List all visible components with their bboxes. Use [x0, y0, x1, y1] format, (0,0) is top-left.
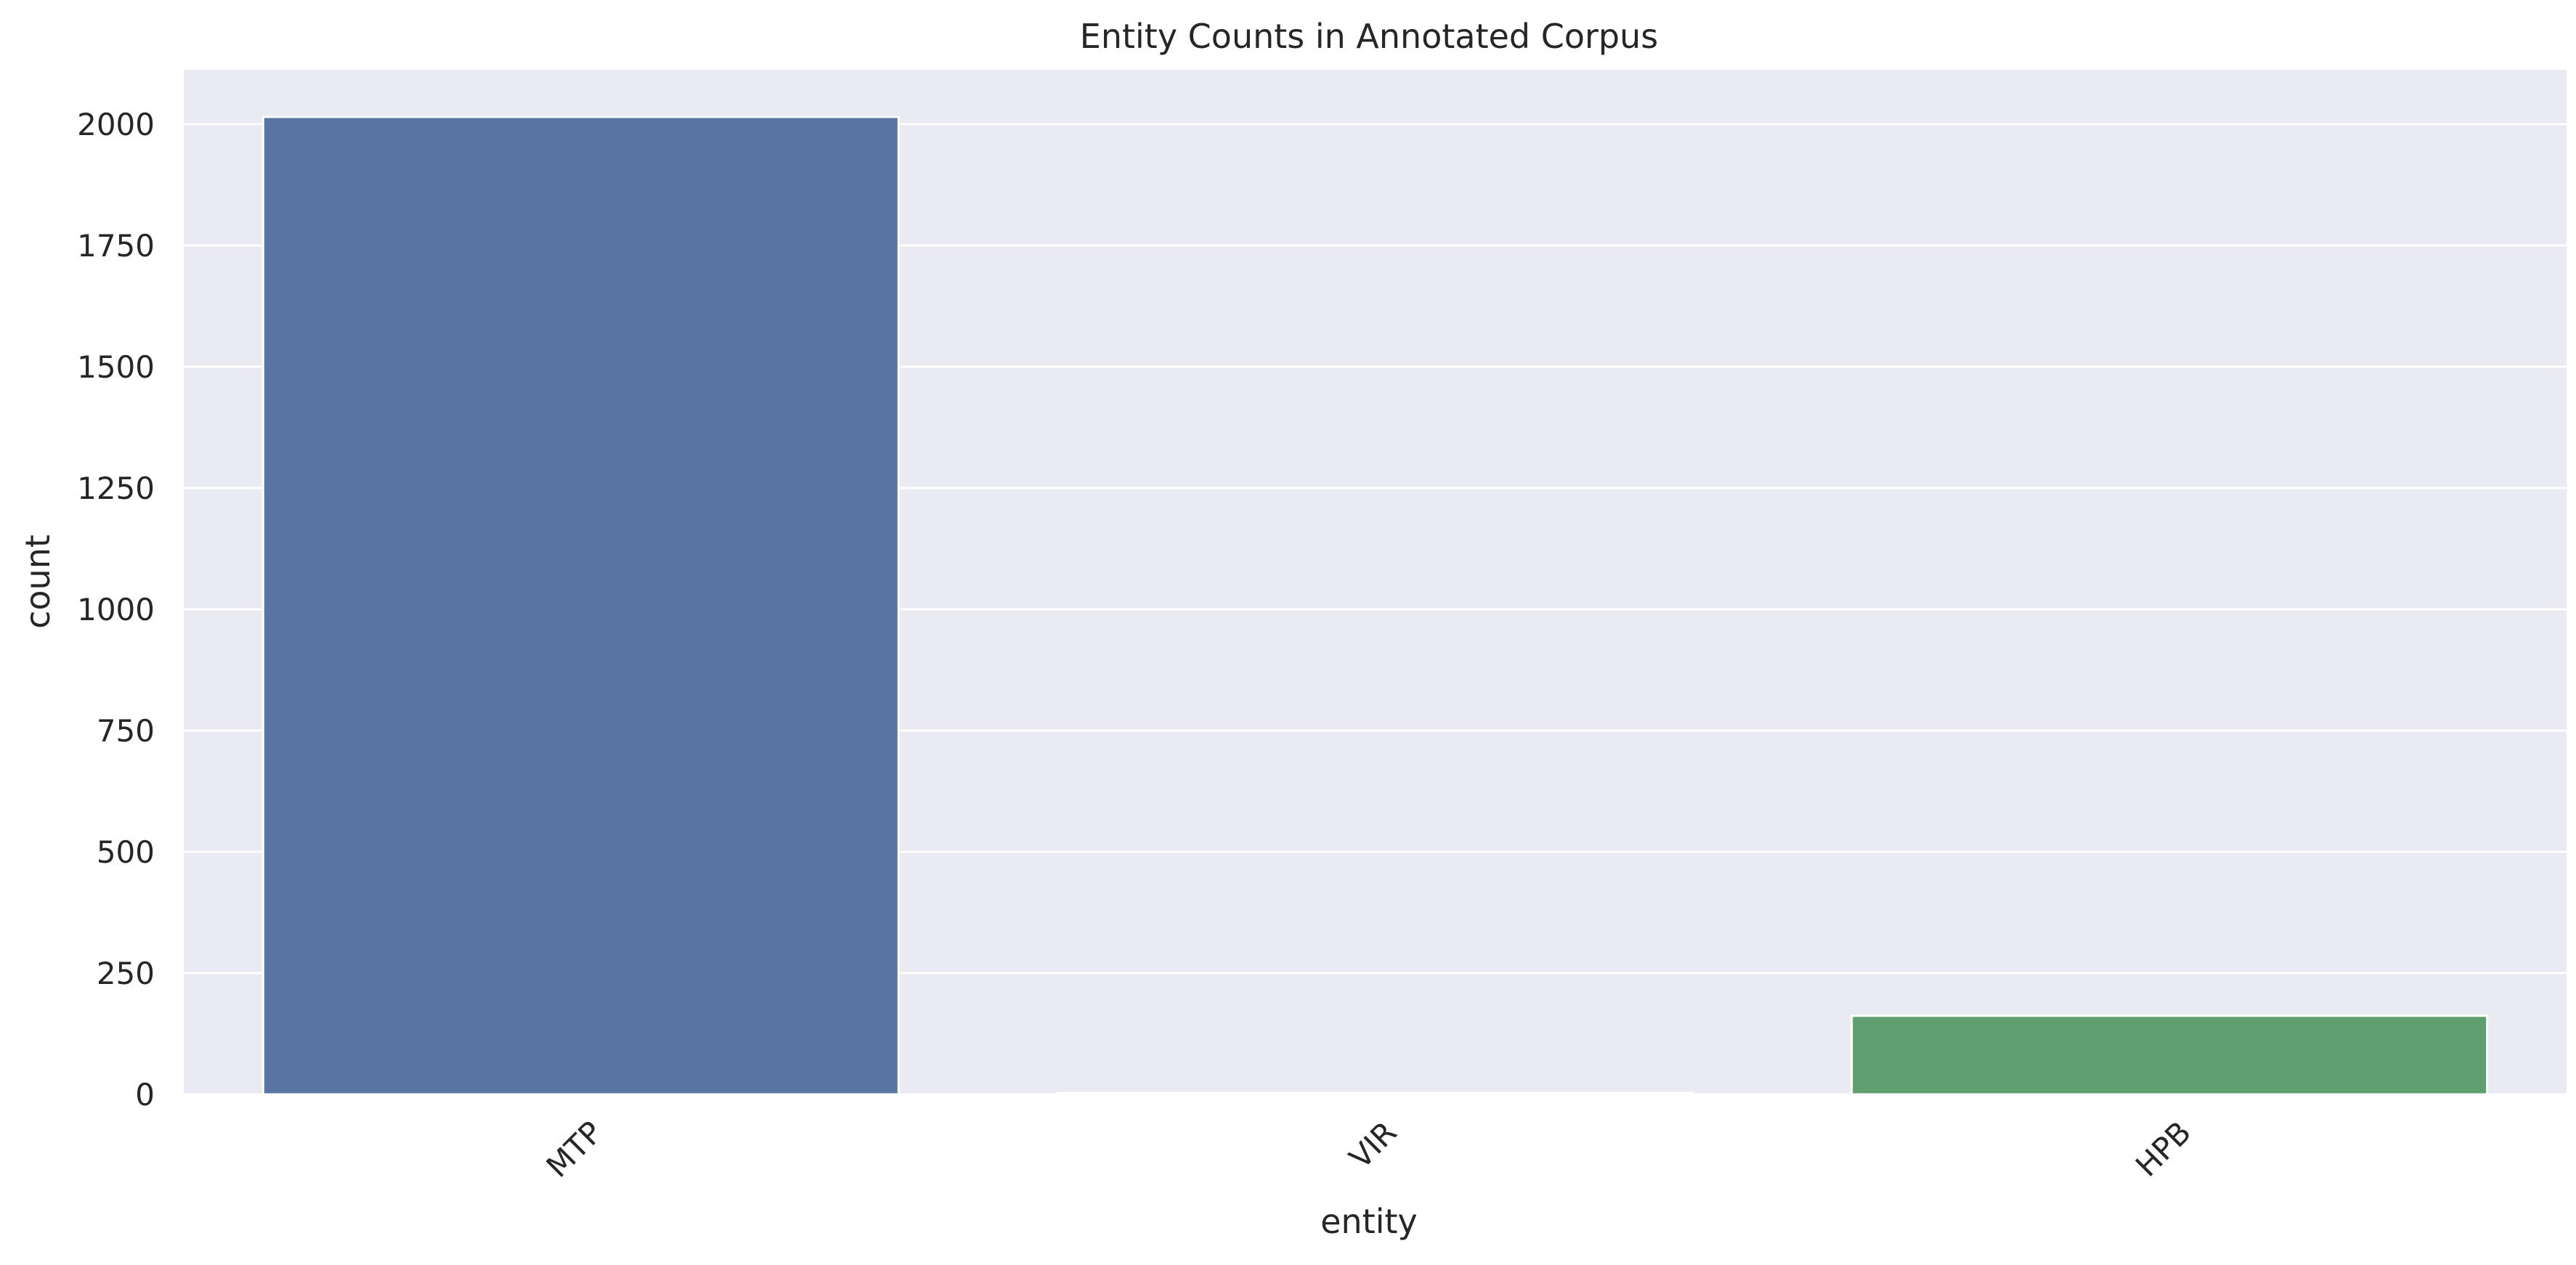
- y-tick-label-1000: 1000: [77, 592, 155, 627]
- chart-title: Entity Counts in Annotated Corpus: [1080, 17, 1658, 56]
- y-tick-label-1250: 1250: [77, 471, 155, 506]
- y-tick-label-500: 500: [97, 834, 155, 870]
- bar-mtp: [261, 115, 900, 1096]
- y-tick-label-2000: 2000: [77, 107, 155, 142]
- bars: [261, 115, 2489, 1096]
- x-tick-label-mtp: MTP: [540, 1114, 609, 1184]
- y-tick-label-250: 250: [97, 956, 155, 991]
- bar-vir: [1056, 1091, 1694, 1096]
- y-axis-title: count: [18, 534, 57, 629]
- bar-hpb: [1850, 1014, 2489, 1096]
- x-axis-title: entity: [1320, 1202, 1418, 1241]
- y-tick-label-1750: 1750: [77, 228, 155, 264]
- y-tick-label-1500: 1500: [77, 349, 155, 385]
- x-tick-labels: MTP VIR HPB: [540, 1114, 2198, 1184]
- y-tick-label-750: 750: [97, 713, 155, 749]
- y-tick-labels: 0 250 500 750 1000 1250 1500 1750 2000: [77, 107, 155, 1113]
- x-tick-label-vir: VIR: [1342, 1114, 1403, 1175]
- x-tick-label-hpb: HPB: [2129, 1114, 2198, 1183]
- y-tick-label-0: 0: [135, 1077, 155, 1113]
